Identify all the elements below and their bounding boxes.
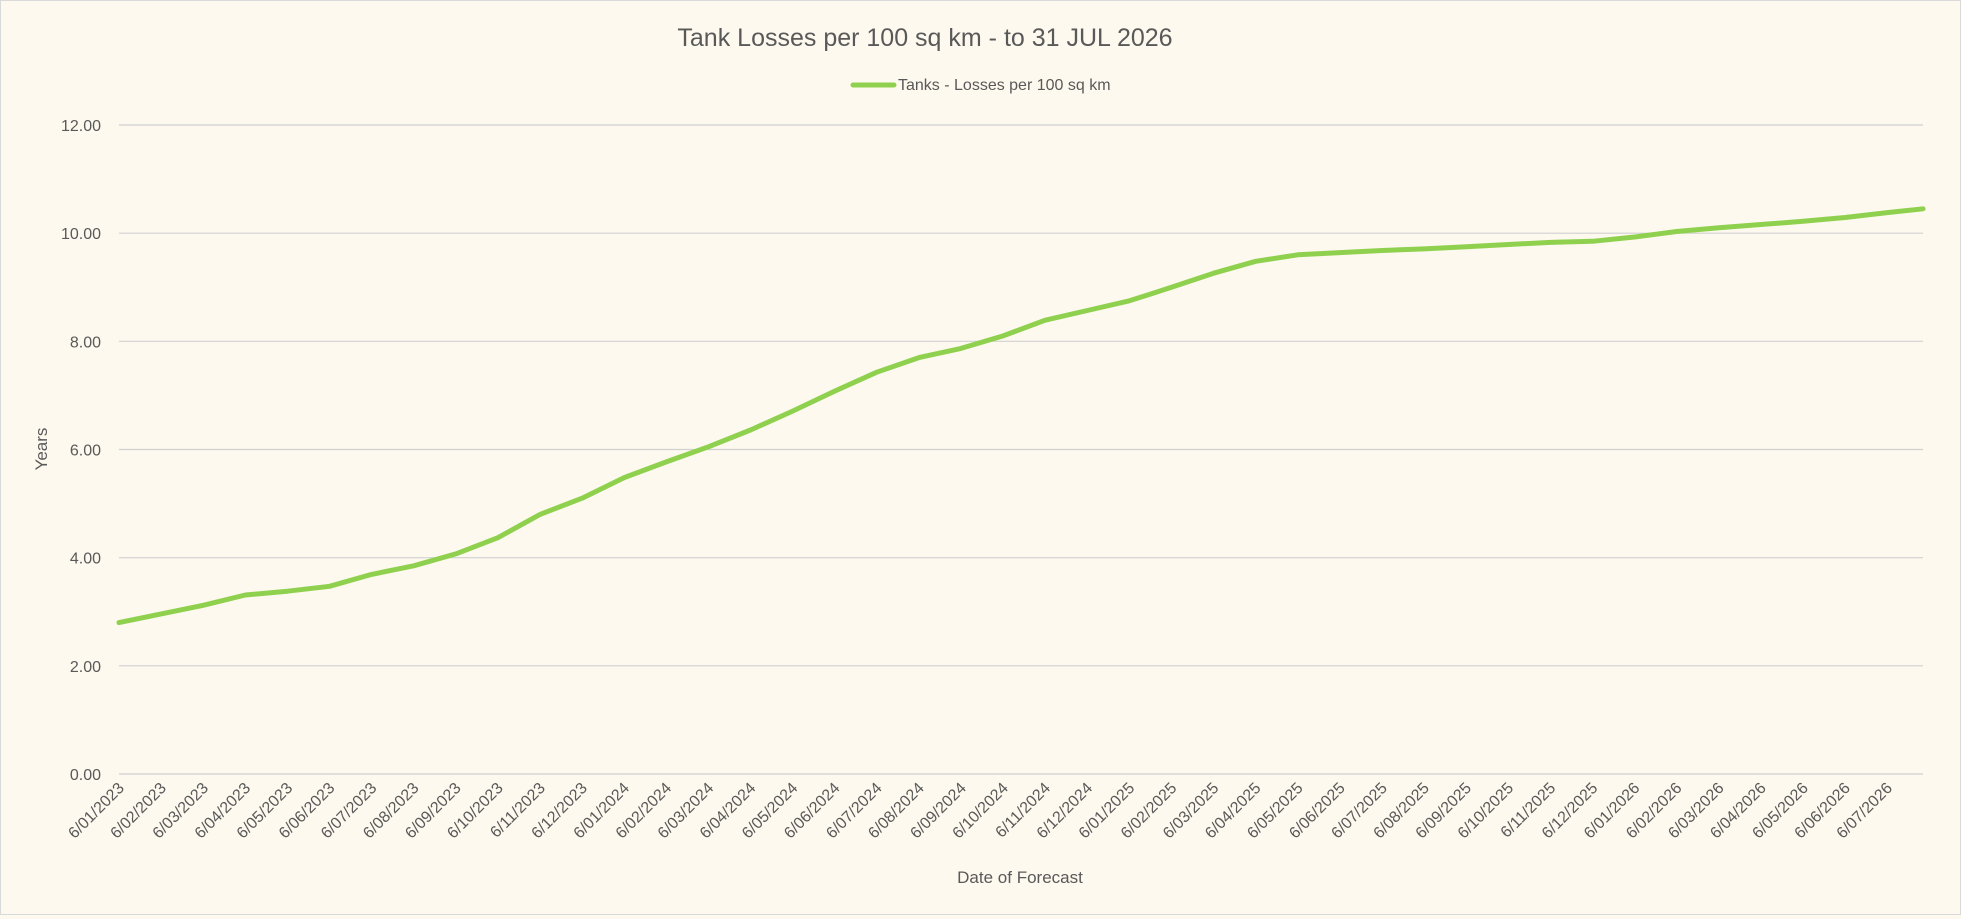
y-tick-label: 0.00	[70, 767, 101, 784]
x-axis-ticks: 6/01/20236/02/20236/03/20236/04/20236/05…	[65, 780, 1896, 842]
y-tick-label: 8.00	[70, 334, 101, 351]
y-tick-label: 2.00	[70, 659, 101, 676]
gridlines	[119, 124, 1923, 775]
x-axis-label: Date of Forecast	[957, 868, 1083, 887]
legend: Tanks - Losses per 100 sq km	[850, 77, 1111, 94]
y-tick-label: 12.00	[61, 118, 101, 135]
y-axis-ticks: 0.00 2.00 4.00 6.00 8.00 10.00 12.00	[61, 118, 101, 784]
series-line	[116, 206, 1926, 626]
legend-label: Tanks - Losses per 100 sq km	[898, 77, 1111, 94]
y-tick-label: 4.00	[70, 551, 101, 568]
y-tick-label: 6.00	[70, 443, 101, 460]
series-layer	[116, 206, 1926, 626]
chart-title: Tank Losses per 100 sq km - to 31 JUL 20…	[677, 24, 1172, 52]
y-axis-label: Years	[32, 428, 51, 471]
y-tick-label: 10.00	[61, 226, 101, 243]
